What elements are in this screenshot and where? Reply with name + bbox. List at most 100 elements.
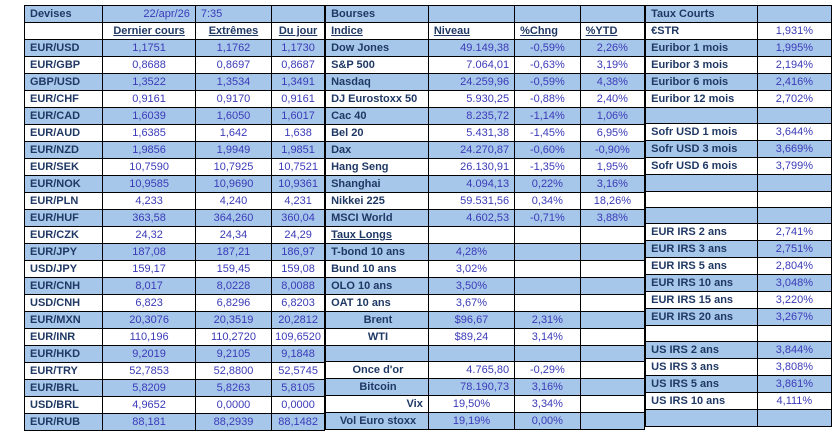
table-row: EUR/NZD 1,9856 1,9949 1,9851 [23,141,326,159]
table-row: GBP/USD 1,3522 1,3534 1,3491 [23,73,326,91]
currency-pair: EUR/SEK [23,158,104,176]
rate-label: US IRS 2 ans [645,341,758,360]
table-row: EUR/USD 1,1751 1,1762 1,1730 [23,39,326,57]
pct-change: 0,34% [514,192,581,210]
table-row: US IRS 3 ans 3,808% [645,358,832,377]
rate-label: US IRS 3 ans [645,358,758,377]
pct-change: -0,59% [514,39,581,57]
empty-cell [514,344,581,363]
empty-cell [579,328,646,346]
rate-value: 3,267% [756,308,832,327]
currency-pair: EUR/CHF [23,90,104,108]
du-jour-value: 0,8687 [271,56,326,74]
extremes-value: 52,8800 [194,362,273,380]
du-jour-value: 109,6520 [271,328,326,346]
extremes-value: 1,6050 [194,107,273,125]
du-jour-value: 20,2812 [271,311,326,329]
table-row: WTI $89,24 3,14% [325,328,646,346]
pct-ytd: 1,95% [579,158,646,176]
index-level: 49.149,38 [427,39,516,57]
du-jour-value: 9,1848 [271,345,326,363]
index-name: S&P 500 [325,56,429,74]
market-snapshot-sheet: Devises 22/apr/26 7:35 Dernier cours Ext… [23,5,832,431]
index-level: 26.130,91 [427,158,516,176]
dernier-cours-value: 24,32 [102,226,196,244]
extremes-value: 110,2720 [194,328,273,346]
rate-value: 1,995% [756,39,832,57]
snapshot-date: 22/apr/26 [102,5,196,23]
index-level: 24.259,96 [427,73,516,91]
index-level: 59.531,56 [427,192,516,210]
asset-name: Bitcoin [325,378,429,397]
devises-table: Devises 22/apr/26 7:35 Dernier cours Ext… [23,5,326,431]
empty-cell [579,361,646,380]
pct-change: 0,00% [514,412,581,431]
pct-ytd: 3,88% [579,209,646,227]
empty-cell [756,206,832,225]
bourses-section-title: Bourses [325,5,429,23]
table-row: Dax 24.270,87 -0,60% -0,90% [325,141,646,159]
empty-cell [579,311,646,329]
extremes-value: 1,1762 [194,39,273,57]
extremes-value: 9,2105 [194,345,273,363]
dernier-cours-value: 88,181 [102,413,196,431]
bourses-title-row: Bourses [325,5,646,23]
spacer-row [645,106,832,125]
du-jour-value: 88,1482 [271,413,326,431]
commodity-name: WTI [325,328,429,346]
taux-courts-title-row: Taux Courts [645,5,832,23]
pct-change: -0,60% [514,141,581,159]
rate-value: 2,804% [756,257,832,276]
table-row: EUR/CNH 8,017 8,0228 8,0088 [23,277,326,295]
column-header-indice: Indice [325,22,429,40]
du-jour-value: 52,5745 [271,362,326,380]
rate-value: 3,799% [756,157,832,176]
currency-pair: EUR/CAD [23,107,104,125]
dernier-cours-value: 0,9161 [102,90,196,108]
rate-label: Euribor 1 mois [645,39,758,57]
rate-value: 3,644% [756,123,832,142]
rate-label: US IRS 10 ans [645,392,758,411]
pct-change: -1,14% [514,107,581,125]
table-row: Shanghai 4.094,13 0,22% 3,16% [325,175,646,193]
index-name: Bel 20 [325,124,429,142]
currency-pair: EUR/HKD [23,345,104,363]
rate-label: Sofr USD 1 mois [645,123,758,142]
table-row: EUR IRS 15 ans 3,220% [645,291,832,310]
table-row: €STR 1,931% [645,22,832,40]
rate-value: 2,751% [756,240,832,259]
du-jour-value: 10,7521 [271,158,326,176]
currency-pair: EUR/USD [23,39,104,57]
empty-cell [579,226,646,244]
extremes-value: 20,3519 [194,311,273,329]
du-jour-value: 1,6017 [271,107,326,125]
empty-cell [579,412,646,431]
bond-name: OLO 10 ans [325,277,429,295]
dernier-cours-value: 187,08 [102,243,196,261]
extremes-value: 8,0228 [194,277,273,295]
pct-change: 0,22% [514,175,581,193]
table-row: USD/BRL 4,9652 0,0000 0,0000 [23,396,326,414]
index-name: Cac 40 [325,107,429,125]
index-name: Shanghai [325,175,429,193]
empty-cell [23,22,104,40]
dernier-cours-value: 4,9652 [102,396,196,414]
pct-ytd: 3,16% [579,175,646,193]
snapshot-time: 7:35 [194,5,273,23]
table-row: EUR IRS 5 ans 2,804% [645,257,832,276]
empty-cell [756,409,832,427]
table-row: USD/CNH 6,823 6,8296 6,8203 [23,294,326,312]
spacer-row [645,409,832,427]
index-name: Dax [325,141,429,159]
empty-cell [579,260,646,278]
dernier-cours-value: 1,9856 [102,141,196,159]
table-row: EUR/GBP 0,8688 0,8697 0,8687 [23,56,326,74]
rate-value: 4,111% [756,392,832,411]
table-row: EUR/HUF 363,58 364,260 360,04 [23,209,326,227]
taux-courts-table: Taux Courts €STR 1,931% Euribor 1 mois 1,9… [645,5,832,427]
rate-label: US IRS 5 ans [645,375,758,394]
bourses-table: Bourses Indice Niveau %Chng %YTD Dow Jon… [325,5,646,431]
table-row: EUR/JPY 187,08 187,21 186,97 [23,243,326,261]
empty-cell [514,226,581,244]
table-row: EUR IRS 3 ans 2,751% [645,240,832,259]
